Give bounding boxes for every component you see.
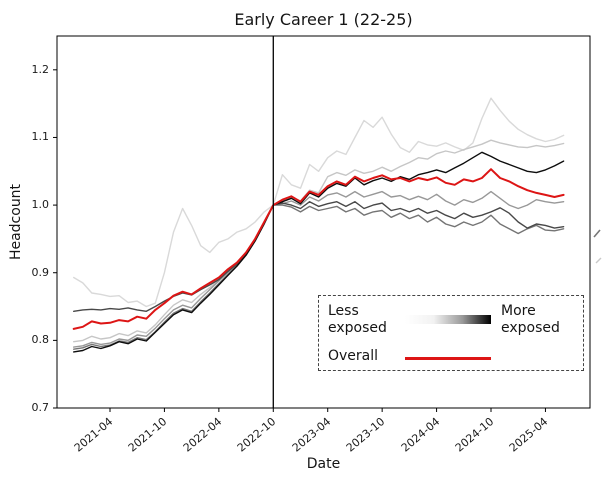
y-tick-label: 0.9 (31, 265, 50, 279)
chart-title: Early Career 1 (22-25) (234, 10, 413, 29)
y-tick-label: 0.7 (31, 401, 50, 414)
right-edge-artifact (595, 257, 602, 264)
series-exposure-group-1-least-exposed (72, 97, 565, 308)
legend-more-exposed-label: More exposed (501, 303, 560, 336)
series-exposure-group-3 (72, 190, 565, 348)
exposure-gradient-bar (405, 315, 491, 324)
series-overall (72, 168, 565, 330)
legend-box: Less exposed More exposed Overall (318, 295, 584, 371)
y-tick-label: 0.8 (31, 333, 50, 347)
series-exposure-group-6-most-exposed (72, 151, 565, 353)
right-edge-artifact (593, 229, 601, 238)
y-tick-label: 1.0 (31, 198, 50, 212)
series-exposure-group-2 (72, 139, 565, 343)
y-tick-label: 1.1 (31, 130, 50, 144)
legend-overall-line-swatch (405, 357, 491, 360)
legend-overall-label: Overall (328, 348, 379, 364)
y-tick-label: 1.2 (31, 62, 50, 76)
plot-border (56, 35, 591, 409)
legend-less-exposed-label: Less exposed (328, 303, 387, 336)
series-exposure-group-5 (72, 200, 565, 312)
x-axis-label: Date (306, 456, 341, 472)
